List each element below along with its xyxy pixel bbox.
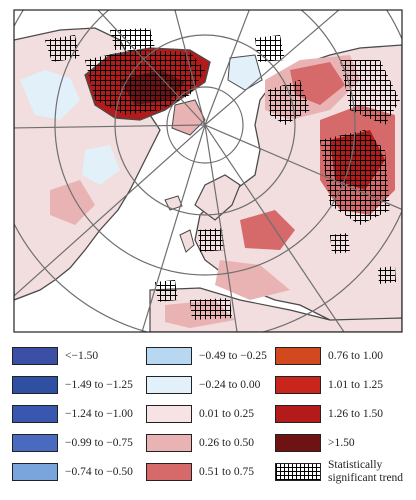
legend-swatch <box>12 463 58 481</box>
legend-swatch <box>275 434 321 452</box>
legend-label: −0.74 to −0.50 <box>65 465 133 478</box>
legend-swatch <box>275 376 321 394</box>
legend-item: −0.49 to −0.25 <box>146 345 267 367</box>
legend-item: 1.26 to 1.50 <box>275 403 383 425</box>
legend-label: −0.24 to 0.00 <box>199 378 261 391</box>
legend-swatch <box>146 347 192 365</box>
legend-swatch <box>275 463 321 481</box>
legend-item: >1.50 <box>275 432 355 454</box>
legend: <−1.50 −1.49 to −1.25 −1.24 to −1.00 −0.99 … <box>0 335 416 500</box>
map-svg <box>13 9 403 333</box>
legend-item: <−1.50 <box>12 345 98 367</box>
land-baffin-island <box>171 99 206 136</box>
legend-label: −0.49 to −0.25 <box>199 349 267 362</box>
legend-item: 0.26 to 0.50 <box>146 432 254 454</box>
land-british-isles <box>179 229 195 253</box>
legend-item: −0.74 to −0.50 <box>12 461 133 483</box>
legend-label: 0.76 to 1.00 <box>328 349 383 362</box>
legend-swatch <box>12 405 58 423</box>
legend-item: −0.24 to 0.00 <box>146 374 260 396</box>
legend-label: <−1.50 <box>65 349 99 362</box>
legend-item: 0.01 to 0.25 <box>146 403 254 425</box>
legend-item: 1.01 to 1.25 <box>275 374 383 396</box>
legend-label: −1.49 to −1.25 <box>65 378 133 391</box>
legend-swatch <box>275 347 321 365</box>
legend-swatch <box>146 434 192 452</box>
legend-label: 0.51 to 0.75 <box>199 465 254 478</box>
legend-swatch <box>12 434 58 452</box>
legend-label: −0.99 to −0.75 <box>65 436 133 449</box>
legend-item: Statistically significant trend <box>275 459 416 484</box>
land-patch-light-blue-alaska <box>20 70 80 120</box>
legend-swatch <box>146 376 192 394</box>
map-frame <box>13 9 403 333</box>
graticule <box>14 10 402 332</box>
land-patch-pink-mediterranean <box>215 260 290 300</box>
legend-label: 0.26 to 0.50 <box>199 436 254 449</box>
land-patch-light-blue-arctic <box>227 54 263 91</box>
significance-hatching <box>45 28 400 320</box>
legend-item: 0.76 to 1.00 <box>275 345 383 367</box>
legend-label: 1.26 to 1.50 <box>328 407 383 420</box>
legend-item: −1.24 to −1.00 <box>12 403 133 425</box>
land-scandinavia <box>194 174 241 221</box>
legend-swatch <box>146 405 192 423</box>
land-patch-light-blue-canada <box>82 145 120 185</box>
legend-label: −1.24 to −1.00 <box>65 407 133 420</box>
land-patch-red-eastern-europe <box>240 210 295 250</box>
legend-label: 0.01 to 0.25 <box>199 407 254 420</box>
legend-label: Statistically significant trend <box>328 459 404 484</box>
legend-label: 1.01 to 1.25 <box>328 378 383 391</box>
legend-item: −1.49 to −1.25 <box>12 374 133 396</box>
legend-swatch <box>12 376 58 394</box>
legend-item: 0.51 to 0.75 <box>146 461 254 483</box>
legend-swatch <box>146 463 192 481</box>
legend-label: >1.50 <box>328 436 355 449</box>
trend-map <box>13 9 403 333</box>
legend-swatch <box>275 405 321 423</box>
legend-swatch <box>12 347 58 365</box>
legend-item: −0.99 to −0.75 <box>12 432 133 454</box>
